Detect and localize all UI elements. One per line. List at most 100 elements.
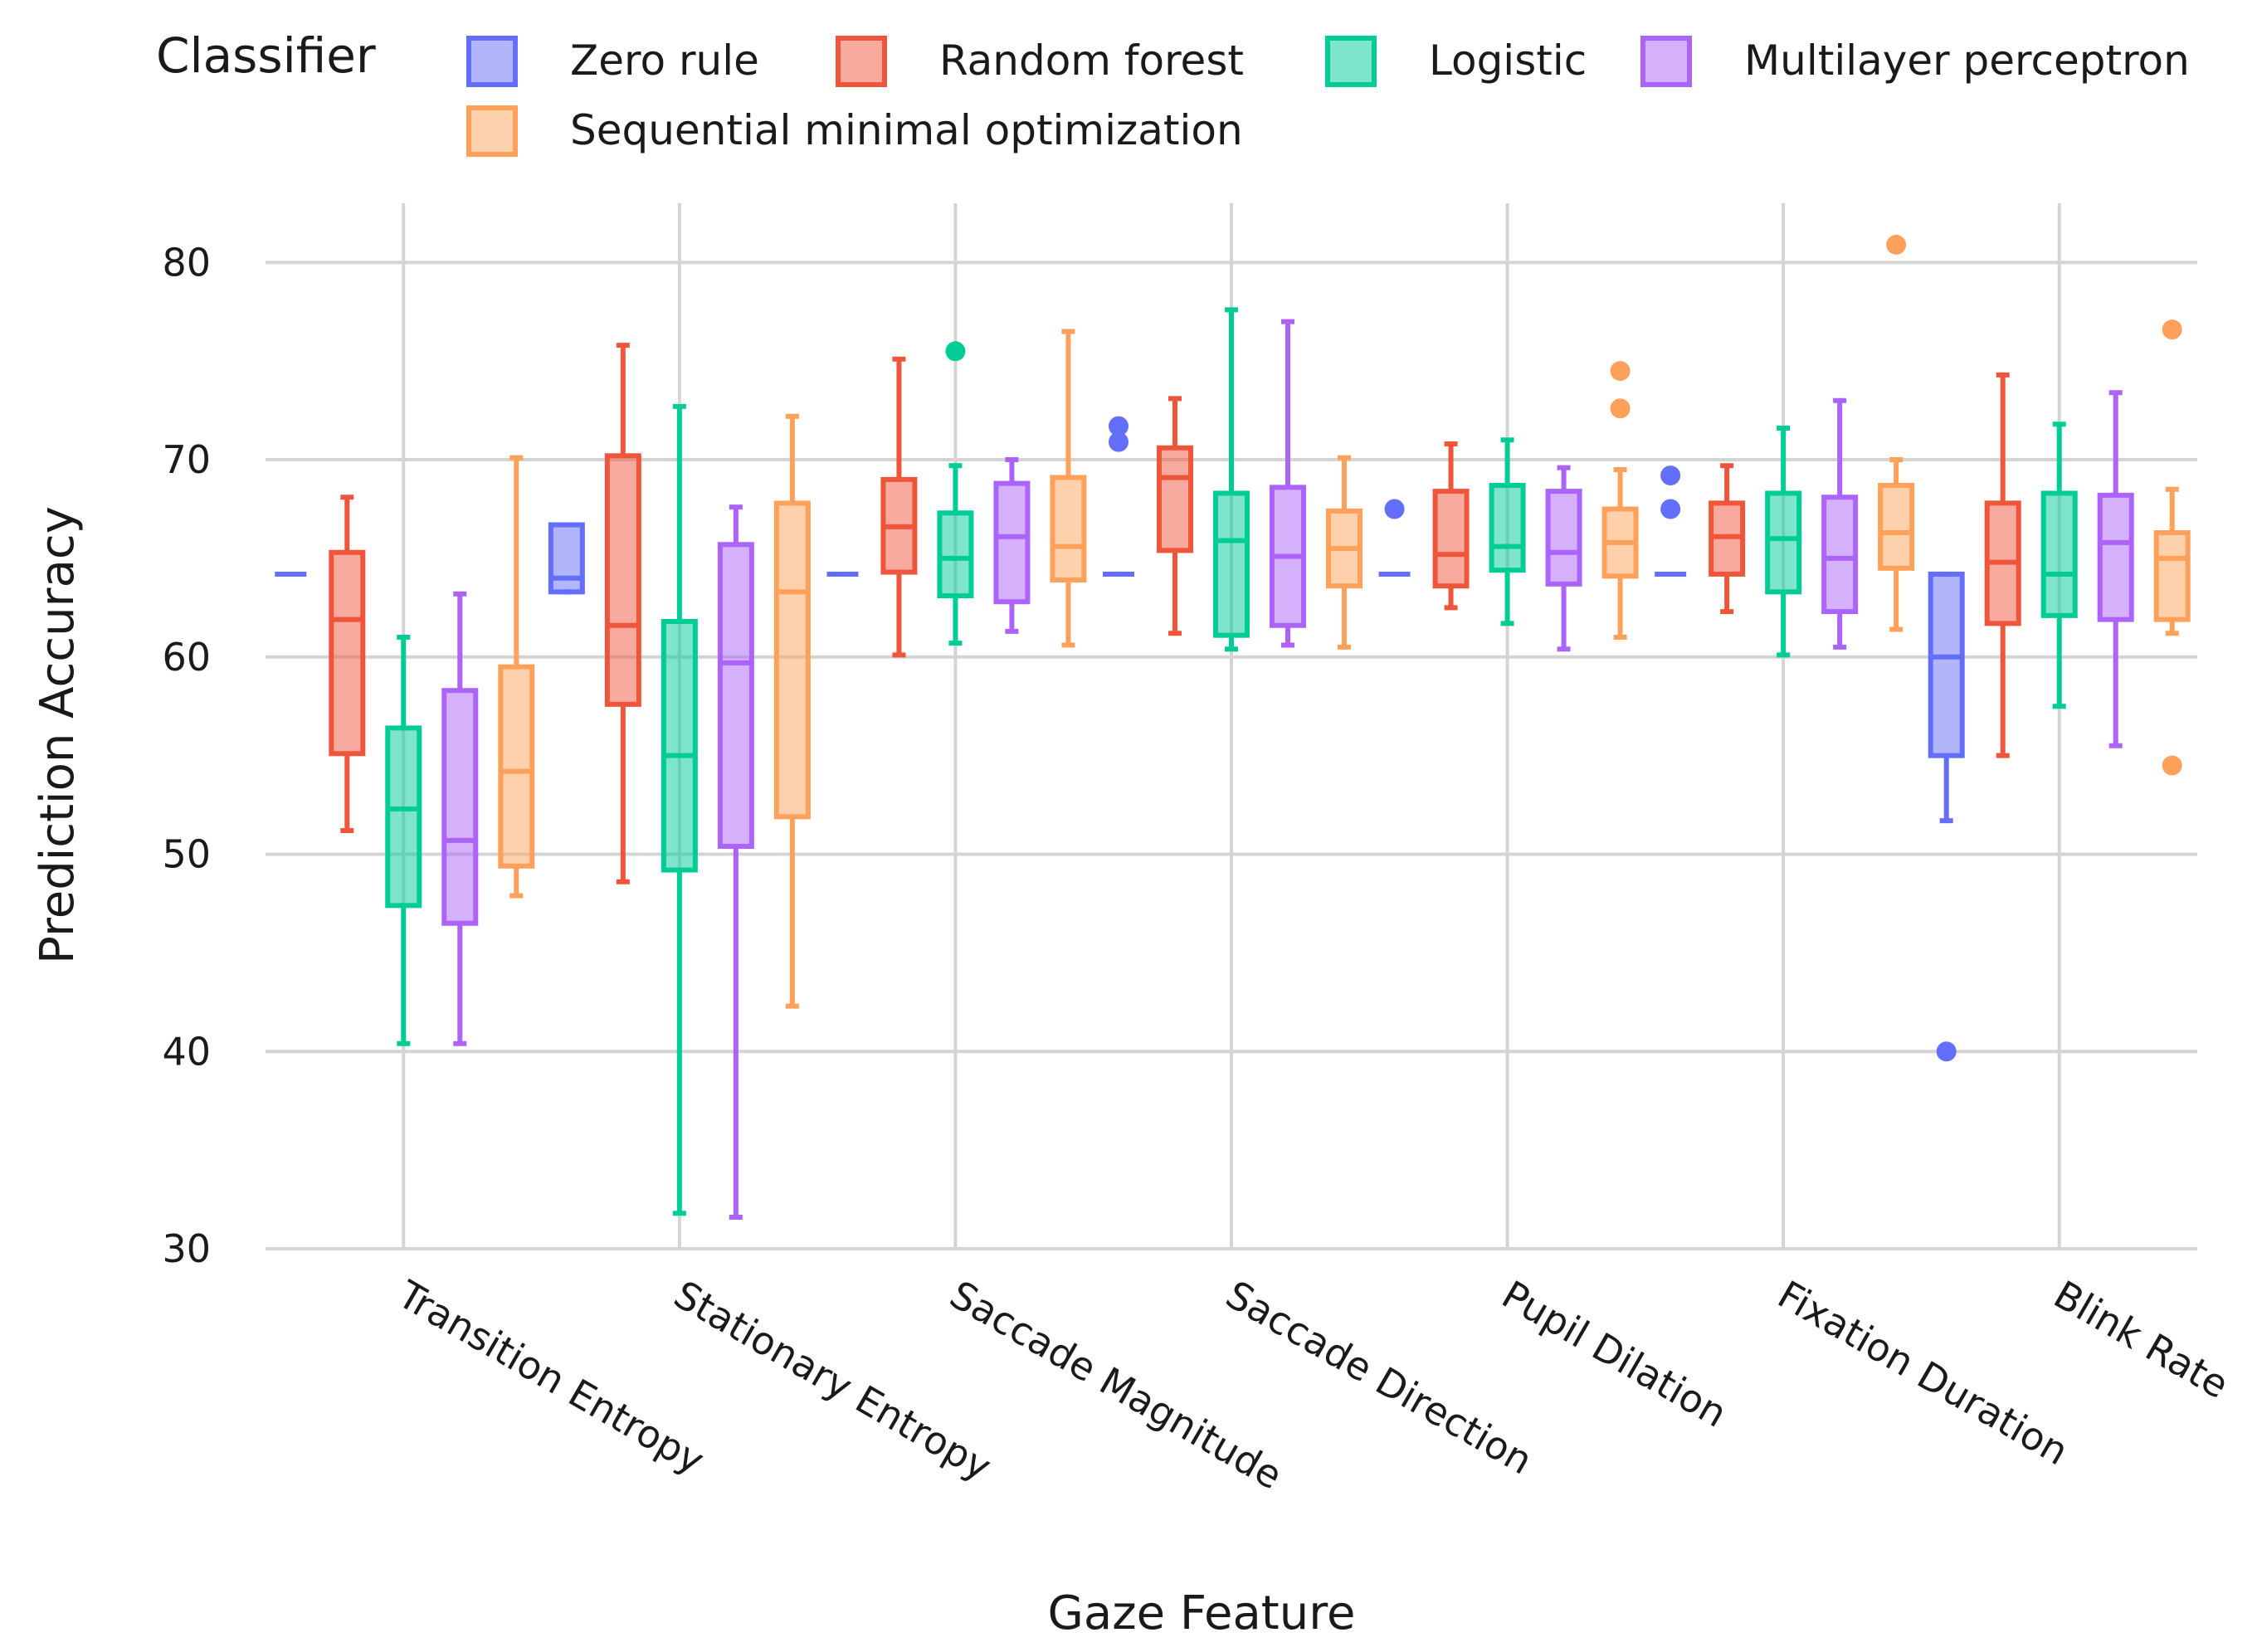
box-body xyxy=(2040,490,2078,618)
outlier-point xyxy=(2162,755,2182,776)
box-body xyxy=(1489,482,1526,573)
x-tick-label: Pupil Dilation xyxy=(1494,1272,1734,1436)
box xyxy=(937,341,974,646)
box-body xyxy=(2097,492,2134,622)
y-axis-ticks: 30 40 50 60 70 80 xyxy=(162,240,211,1271)
box-body xyxy=(1157,445,1193,553)
box xyxy=(717,504,754,1220)
box xyxy=(661,403,698,1216)
legend-swatch xyxy=(1325,36,1377,87)
series-random-forest xyxy=(329,343,2021,884)
y-tick-label: 30 xyxy=(162,1226,211,1271)
series-sequential-minimal-optimization xyxy=(498,234,2191,1009)
legend-item-random-forest: Random forest xyxy=(836,36,1244,87)
outlier-point xyxy=(1610,398,1631,419)
box xyxy=(548,522,585,595)
x-tick-label: Transition Entropy xyxy=(390,1271,712,1483)
box xyxy=(1821,397,1859,650)
box xyxy=(1928,571,1965,1062)
box-body xyxy=(661,619,698,873)
series-zero-rule xyxy=(275,416,1965,1062)
legend-label: Zero rule xyxy=(570,37,759,85)
box xyxy=(329,495,366,833)
box xyxy=(993,457,1031,634)
outlier-point xyxy=(945,341,966,362)
box-body xyxy=(2153,530,2191,622)
x-tick-label: Blink Rate xyxy=(2046,1272,2236,1407)
box xyxy=(1157,396,1193,636)
y-tick-label: 60 xyxy=(162,635,211,680)
legend-label: Sequential minimal optimization xyxy=(570,106,1243,154)
legend-label: Random forest xyxy=(939,37,1244,85)
legend-item-multilayer-perceptron: Multilayer perceptron xyxy=(1640,36,2190,87)
box-body xyxy=(1213,490,1250,638)
box xyxy=(441,591,479,1046)
box xyxy=(604,343,641,884)
series-logistic xyxy=(385,307,2078,1216)
box-body xyxy=(498,664,535,869)
box xyxy=(2040,422,2078,709)
box-body xyxy=(385,725,422,909)
legend-item-logistic: Logistic xyxy=(1325,36,1587,87)
box xyxy=(1878,234,1915,632)
legend-swatch xyxy=(466,105,518,157)
box xyxy=(1432,441,1470,611)
box xyxy=(1270,319,1306,648)
box xyxy=(1326,455,1362,650)
box-body xyxy=(1878,482,1915,571)
box xyxy=(498,455,535,899)
box-body xyxy=(1821,495,1859,615)
box xyxy=(1655,465,1687,577)
box xyxy=(1378,499,1411,577)
outlier-point xyxy=(1936,1041,1957,1062)
legend-item-sequential-minimal-optimization: Sequential minimal optimization xyxy=(466,105,1243,157)
box-body xyxy=(1432,489,1470,589)
legend-label: Logistic xyxy=(1429,37,1587,85)
box xyxy=(1489,437,1526,626)
legend-swatch xyxy=(836,36,887,87)
box-body xyxy=(1928,571,1965,758)
y-tick-label: 80 xyxy=(162,240,211,285)
outlier-point xyxy=(1660,499,1681,519)
box xyxy=(880,356,918,658)
box xyxy=(1213,307,1250,652)
outlier-point xyxy=(1886,234,1907,255)
box xyxy=(1984,372,2021,758)
box xyxy=(1103,416,1134,577)
outlier-point xyxy=(1384,499,1405,519)
outlier-point xyxy=(1660,465,1681,486)
box xyxy=(2097,390,2134,748)
outlier-point xyxy=(1109,431,1128,452)
y-tick-label: 40 xyxy=(162,1029,211,1074)
series-multilayer-perceptron xyxy=(441,319,2134,1220)
box xyxy=(1765,426,1802,658)
y-tick-label: 70 xyxy=(162,437,211,482)
box xyxy=(1601,361,1639,641)
box-body xyxy=(548,522,585,595)
outlier-point xyxy=(1610,361,1631,382)
box-body xyxy=(993,480,1031,605)
box xyxy=(385,635,422,1046)
x-axis-title: Gaze Feature xyxy=(1048,1586,1356,1640)
legend-item-zero-rule: Zero rule xyxy=(466,36,759,87)
box-body xyxy=(441,688,479,926)
box-body xyxy=(329,549,366,757)
legend-title: Classifier xyxy=(156,27,376,84)
legend-swatch xyxy=(466,36,518,87)
box-body xyxy=(1545,489,1582,587)
box-body xyxy=(773,500,811,820)
box xyxy=(773,413,811,1009)
box-body xyxy=(604,453,641,707)
y-axis-title: Prediction Accuracy xyxy=(31,506,85,964)
box-body xyxy=(937,510,974,599)
box xyxy=(1050,329,1087,648)
box xyxy=(1709,463,1746,615)
y-tick-label: 50 xyxy=(162,832,211,877)
outlier-point xyxy=(1109,416,1128,436)
legend-label: Multilayer perceptron xyxy=(1744,37,2190,85)
box xyxy=(1545,465,1582,652)
outlier-point xyxy=(2162,319,2182,340)
box-series xyxy=(275,234,2191,1220)
